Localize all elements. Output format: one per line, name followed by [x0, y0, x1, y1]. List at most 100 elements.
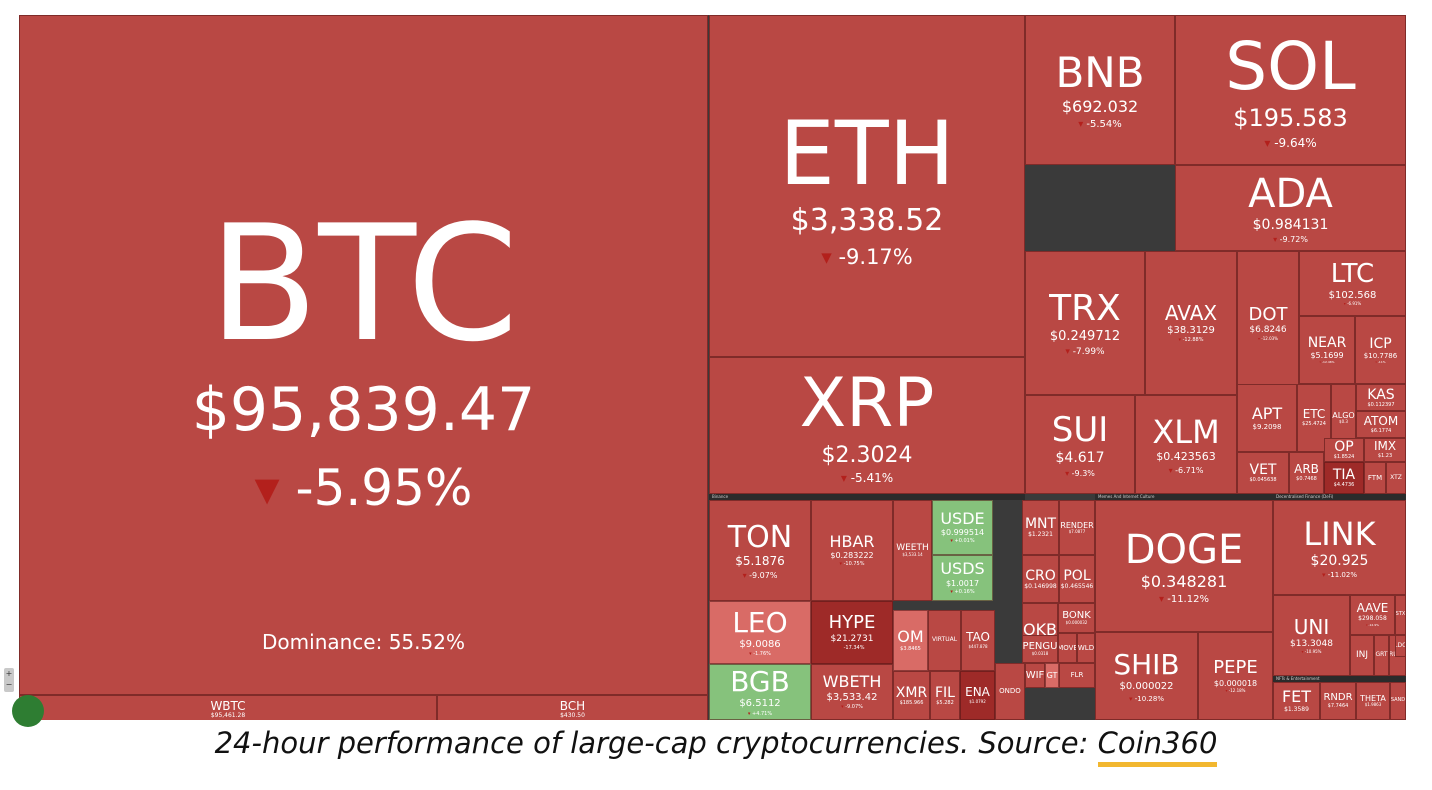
- tile-doge[interactable]: DOGE$0.348281 -11.12%: [1095, 500, 1273, 632]
- tile-grt[interactable]: GRT: [1374, 635, 1389, 676]
- source-link[interactable]: Coin360: [1097, 726, 1218, 767]
- zoom-out-icon[interactable]: −: [5, 680, 13, 689]
- coin-change: +4.71%: [748, 711, 772, 718]
- tile-sui[interactable]: SUI$4.617 -9.3%: [1025, 395, 1135, 494]
- tile-avax[interactable]: AVAX$38.3129 -12.88%: [1145, 251, 1237, 395]
- tile-near[interactable]: NEAR$5.1699-12.46%: [1299, 316, 1355, 384]
- tile-inj[interactable]: INJ: [1350, 635, 1374, 676]
- coin-price: $1.0017: [945, 578, 980, 588]
- tile-theta[interactable]: THETA $1.9863: [1356, 682, 1390, 720]
- coin-price: $20.925: [1310, 552, 1369, 569]
- tile-ada[interactable]: ADA$0.984131-9.72%: [1175, 165, 1406, 251]
- coin-price: $0.3: [1339, 419, 1348, 425]
- tile-bgb[interactable]: BGB$6.5112+4.71%: [709, 664, 811, 720]
- coin-symbol: RENDER: [1060, 520, 1094, 530]
- coin-symbol: MOVE: [1058, 643, 1077, 652]
- tile-hype[interactable]: HYPE$21.2731-17.34%: [811, 601, 893, 664]
- tile-icp[interactable]: ICP$10.7786-11%: [1355, 316, 1406, 384]
- tile-arb[interactable]: ARB $0.7468: [1289, 452, 1324, 494]
- section-header-defi: Decentralised Finance (DeFi): [1273, 494, 1406, 500]
- tile-mnt[interactable]: MNT $1.2321: [1022, 500, 1059, 555]
- tile-stx[interactable]: STX: [1395, 595, 1406, 635]
- tile-pol[interactable]: POL $0.465546: [1059, 555, 1095, 603]
- tile-tia[interactable]: TIA $4.4736: [1324, 462, 1364, 494]
- tile-sand[interactable]: SAND: [1390, 682, 1406, 720]
- tile-usds[interactable]: USDS$1.0017+0.16%: [932, 555, 993, 601]
- tile-weeth[interactable]: WEETH $3,533.14: [893, 500, 932, 601]
- coin-symbol: RNDR: [1323, 692, 1353, 704]
- tile-xrp[interactable]: XRP$2.3024 -5.41%: [709, 357, 1025, 494]
- tile-fil[interactable]: FIL $5.282: [930, 671, 960, 720]
- tile-cro[interactable]: CRO $0.146998: [1022, 555, 1059, 603]
- coin-price: $2.3024: [821, 443, 913, 469]
- tile-btc[interactable]: BTC$95,839.47 -5.95% Dominance: 55.52%: [19, 15, 708, 695]
- tile-eth[interactable]: ETH$3,338.52 -9.17%: [709, 15, 1025, 357]
- coin-change: -17.34%: [840, 645, 865, 652]
- tile-bnb[interactable]: BNB$692.032 -5.54%: [1025, 15, 1175, 165]
- tile-aave[interactable]: AAVE$298.058-12.9%: [1350, 595, 1395, 635]
- coin-price: $430.50: [560, 712, 585, 720]
- coin-symbol: USDS: [940, 559, 985, 579]
- coin-symbol: APT: [1251, 403, 1283, 423]
- zoom-controls[interactable]: + −: [4, 668, 14, 692]
- coin-price: $447.878: [968, 644, 988, 650]
- tile-vet[interactable]: VET $0.045638: [1237, 452, 1289, 494]
- tile-dot[interactable]: DOT$6.8246-12.03%: [1237, 251, 1299, 395]
- tile-ena[interactable]: ENA $1.0792: [960, 671, 995, 720]
- tile-kas[interactable]: KAS $0.112397: [1356, 384, 1406, 411]
- tile-move[interactable]: MOVE: [1058, 633, 1077, 663]
- coin-change: -10.95%: [1302, 650, 1322, 655]
- tile-imx[interactable]: IMX $1.23: [1364, 438, 1406, 462]
- tile-rndr[interactable]: RNDR $7.7464: [1320, 682, 1356, 720]
- tile-pengu[interactable]: PENGU $0.0318: [1022, 635, 1058, 663]
- tile-ldo[interactable]: LDO: [1395, 635, 1406, 657]
- tile-bonk[interactable]: BONK $0.000032: [1058, 603, 1095, 633]
- coin-symbol: USDE: [940, 508, 985, 528]
- tile-xlm[interactable]: XLM$0.423563 -6.71%: [1135, 395, 1237, 494]
- tile-ltc[interactable]: LTC$102.568-6.91%: [1299, 251, 1406, 316]
- tile-xtz[interactable]: XTZ: [1386, 462, 1406, 494]
- tile-hbar[interactable]: HBAR$0.283222-10.75%: [811, 500, 893, 601]
- tile-usde[interactable]: USDE$0.999514+0.01%: [932, 500, 993, 555]
- coin-symbol: TON: [727, 519, 793, 555]
- zoom-in-icon[interactable]: +: [5, 669, 13, 678]
- coin-price: $6.1774: [1370, 427, 1392, 434]
- coin-symbol: PENGU: [1022, 640, 1058, 652]
- tile-shib[interactable]: SHIB$0.000022 -10.28%: [1095, 632, 1198, 720]
- coin-symbol: AAVE: [1356, 601, 1389, 616]
- section-header-nft: NFTs & Entertainment: [1273, 676, 1406, 682]
- tile-apt[interactable]: APT $9.2098: [1237, 384, 1297, 452]
- coin-price: $5.282: [936, 699, 954, 706]
- tile-trx[interactable]: TRX$0.249712 -7.99%: [1025, 251, 1145, 395]
- tile-ondo[interactable]: ONDO: [995, 663, 1025, 720]
- tile-uni[interactable]: UNI$13.3048-10.95%: [1273, 595, 1350, 676]
- coin360-logo: [12, 695, 44, 727]
- tile-xmr[interactable]: XMR $185.966: [893, 671, 930, 720]
- coin-price: $0.423563: [1156, 449, 1216, 463]
- tile-om[interactable]: OM $3.8465: [893, 610, 928, 671]
- tile-pepe[interactable]: PEPE$0.000018-12.18%: [1198, 632, 1273, 720]
- coin-symbol: ADA: [1248, 171, 1333, 218]
- tile-link[interactable]: LINK$20.925 -11.02%: [1273, 500, 1406, 595]
- tile-bch[interactable]: BCH $430.50: [437, 695, 708, 720]
- tile-op[interactable]: OP $1.8524: [1324, 438, 1364, 462]
- tile-leo[interactable]: LEO$9.0086 -1.76%: [709, 601, 811, 664]
- tile-gt[interactable]: GT: [1045, 663, 1059, 688]
- tile-render[interactable]: RENDER $7.0877: [1059, 500, 1095, 555]
- tile-wbtc[interactable]: WBTC $95,461.28: [19, 695, 437, 720]
- tile-atom[interactable]: ATOM $6.1774: [1356, 411, 1406, 438]
- tile-fet[interactable]: FET $1.3589: [1273, 682, 1320, 720]
- tile-wif[interactable]: WIF: [1025, 663, 1045, 688]
- tile-flr[interactable]: FLR: [1059, 663, 1095, 688]
- coin-price: $0.7468: [1296, 476, 1317, 483]
- tile-ton[interactable]: TON$5.1876 -9.07%: [709, 500, 811, 601]
- tile-tao[interactable]: TAO $447.878: [961, 610, 995, 671]
- tile-ftm[interactable]: FTM: [1364, 462, 1386, 494]
- caption-text: 24-hour performance of large-cap cryptoc…: [214, 726, 1098, 760]
- coin-symbol: WEETH: [896, 543, 929, 554]
- tile-wld[interactable]: WLD: [1077, 633, 1095, 663]
- tile-virtual[interactable]: VIRTUAL: [928, 610, 961, 671]
- coin-price: $0.465546: [1060, 582, 1094, 590]
- tile-wbeth[interactable]: WBETH$3,533.42-9.07%: [811, 664, 893, 720]
- tile-sol[interactable]: SOL$195.583 -9.64%: [1175, 15, 1406, 165]
